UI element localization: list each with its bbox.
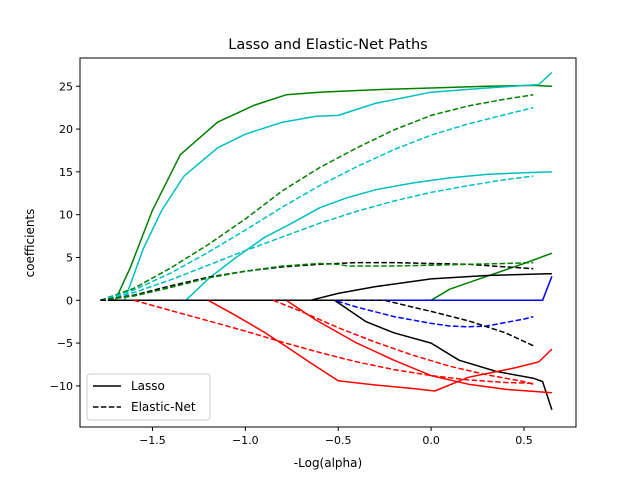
lasso-path-8 [285,299,552,394]
x-tick-label: −0.5 [325,434,352,447]
y-tick-label: 20 [59,123,73,136]
y-axis-label: coefficients [23,209,37,278]
lasso-path-0 [114,84,552,301]
x-tick-label: 0.5 [515,434,533,447]
lasso-path-7 [207,299,553,392]
legend-label-elastic-net: Elastic-Net [131,400,196,414]
elastic-net-path-13 [100,261,534,302]
series-layer [100,72,553,411]
elastic-net-path-17 [272,299,534,385]
elastic-net-path-15 [100,299,534,347]
chart-title: Lasso and Elastic-Net Paths [228,37,427,53]
x-tick-label: −1.0 [232,434,259,447]
y-tick-label: 25 [59,80,73,93]
x-axis-ticks: −1.5 −1.0 −0.5 0.0 0.5 [139,427,533,447]
lasso-path-6 [107,299,553,411]
elastic-net-path-11 [100,175,534,302]
legend: Lasso Elastic-Net [86,373,211,421]
x-tick-label: −1.5 [139,434,166,447]
y-tick-label: 15 [59,166,73,179]
y-tick-label: 10 [59,209,73,222]
lasso-path-4 [107,272,552,302]
elastic-net-path-10 [100,106,534,302]
y-axis-ticks: −10 −5 0 5 10 15 20 25 [50,80,80,393]
plot-area [79,57,577,428]
y-tick-label: 0 [66,294,73,307]
legend-label-lasso: Lasso [131,379,165,393]
x-tick-label: 0.0 [422,434,440,447]
axes-frame [79,57,577,428]
y-tick-label: 5 [66,251,73,264]
y-tick-label: −5 [57,337,73,350]
lasso-path-2 [185,171,552,301]
elastic-net-path-16 [133,299,534,385]
elastic-net-path-9 [100,94,534,302]
x-axis-label: -Log(alpha) [294,456,362,470]
lasso-path-1 [123,72,553,301]
y-tick-label: −10 [50,380,73,393]
elastic-net-path-14 [100,299,534,328]
